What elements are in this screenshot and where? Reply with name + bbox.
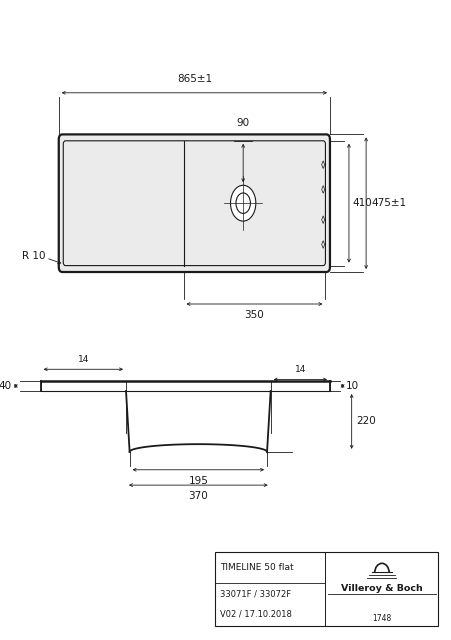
Circle shape (235, 193, 250, 213)
Text: R 10: R 10 (22, 251, 46, 261)
Text: 90: 90 (236, 118, 249, 128)
Text: 220: 220 (355, 417, 375, 426)
Text: 195: 195 (188, 476, 208, 486)
Text: V02 / 17.10.2018: V02 / 17.10.2018 (220, 610, 291, 619)
Text: 40: 40 (0, 381, 11, 391)
Text: 10: 10 (345, 381, 359, 391)
Text: 33071F / 33072F: 33071F / 33072F (220, 590, 290, 599)
FancyBboxPatch shape (59, 134, 329, 272)
Text: 14: 14 (294, 365, 305, 374)
Bar (214, 552, 437, 626)
Text: 410: 410 (352, 198, 372, 208)
Text: 1748: 1748 (372, 614, 391, 623)
Text: 350: 350 (244, 310, 264, 321)
Text: Villeroy & Boch: Villeroy & Boch (341, 584, 422, 593)
Text: 14: 14 (78, 355, 89, 364)
Text: 370: 370 (188, 491, 208, 501)
Text: 865±1: 865±1 (176, 74, 212, 84)
Text: 475±1: 475±1 (371, 198, 406, 208)
Text: TIMELINE 50 flat: TIMELINE 50 flat (220, 563, 293, 572)
Circle shape (230, 185, 255, 221)
